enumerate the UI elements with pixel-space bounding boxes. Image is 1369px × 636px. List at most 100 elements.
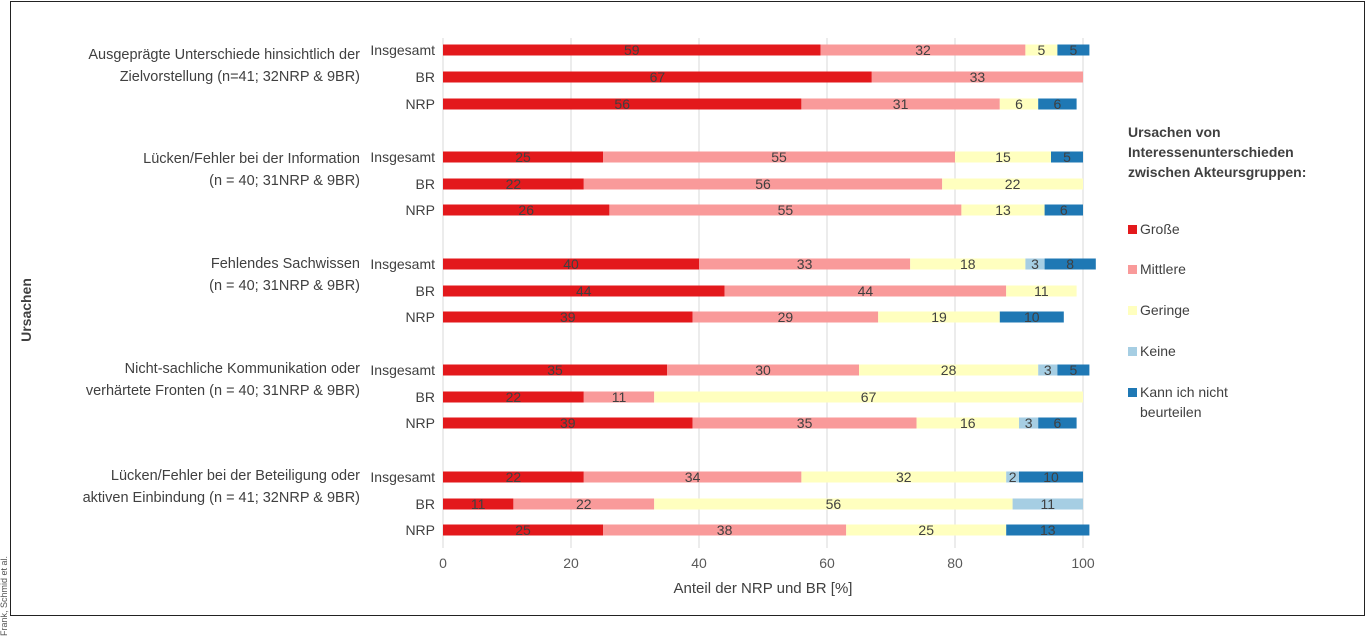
data-label: 16 bbox=[960, 415, 976, 431]
data-label: 39 bbox=[560, 309, 576, 325]
data-label: 40 bbox=[563, 256, 579, 272]
legend-swatch bbox=[1128, 265, 1137, 274]
x-axis-title: Anteil der NRP und BR [%] bbox=[674, 580, 853, 597]
bar-segment bbox=[443, 285, 725, 297]
y-axis-title: Ursachen bbox=[18, 278, 34, 342]
bar-segment bbox=[1038, 364, 1058, 376]
data-label: 10 bbox=[1043, 469, 1059, 485]
row-label: NRP bbox=[405, 202, 435, 218]
data-label: 26 bbox=[518, 202, 534, 218]
data-label: 10 bbox=[1024, 309, 1040, 325]
bar-segment bbox=[583, 178, 943, 190]
data-label: 33 bbox=[797, 256, 813, 272]
row-label: Insgesamt bbox=[370, 42, 435, 58]
data-label: 35 bbox=[547, 362, 563, 378]
row-label: BR bbox=[416, 496, 435, 512]
bar-segment bbox=[443, 44, 821, 56]
bar-segment bbox=[443, 417, 693, 429]
bar-segment bbox=[443, 71, 872, 83]
bar-segment bbox=[443, 204, 610, 216]
chart-frame bbox=[10, 1, 1365, 616]
legend-label: Keine bbox=[1140, 343, 1176, 359]
bar-segment bbox=[443, 311, 693, 323]
data-label: 59 bbox=[624, 42, 640, 58]
category-title: Lücken/Fehler bei der Beteiligung oder ak… bbox=[83, 465, 360, 509]
data-label: 8 bbox=[1066, 256, 1074, 272]
bar-segment bbox=[699, 258, 911, 270]
category-title-line: verhärtete Fronten (n = 40; 31NRP & 9BR) bbox=[85, 383, 360, 399]
bar-segment bbox=[443, 498, 514, 510]
data-label: 39 bbox=[560, 415, 576, 431]
bar-segment bbox=[999, 311, 1064, 323]
bar-segment bbox=[443, 524, 603, 536]
x-tick-label: 20 bbox=[563, 555, 579, 571]
data-label: 56 bbox=[614, 96, 630, 112]
row-label: Insgesamt bbox=[370, 149, 435, 165]
data-label: 3 bbox=[1031, 256, 1039, 272]
data-label: 56 bbox=[826, 496, 842, 512]
category-title-line: (n = 40; 31NRP & 9BR) bbox=[209, 278, 360, 294]
bar-segment bbox=[513, 498, 655, 510]
bar-segment bbox=[443, 471, 584, 483]
data-label: 33 bbox=[970, 69, 986, 85]
bar-segment bbox=[1025, 44, 1058, 56]
category-title: Fehlendes Sachwissen (n = 40; 31NRP & 9BR… bbox=[209, 253, 360, 297]
data-label: 5 bbox=[1070, 362, 1078, 378]
data-label: 6 bbox=[1015, 96, 1023, 112]
x-tick-label: 0 bbox=[439, 555, 447, 571]
category-title-line: Lücken/Fehler bei der Information bbox=[143, 151, 360, 167]
data-label: 6 bbox=[1054, 96, 1062, 112]
legend-label: Geringe bbox=[1140, 302, 1190, 318]
data-label: 32 bbox=[896, 469, 912, 485]
category-title: Nicht-sachliche Kommunikation oder verhär… bbox=[86, 358, 360, 402]
data-label: 15 bbox=[995, 149, 1011, 165]
bar-segment bbox=[846, 524, 1007, 536]
bar-segment bbox=[609, 204, 962, 216]
category-title-line: (n = 40; 31NRP & 9BR) bbox=[209, 173, 360, 189]
x-tick-label: 80 bbox=[947, 555, 963, 571]
data-label: 11 bbox=[471, 496, 486, 512]
category-title-line: Nicht-sachliche Kommunikation oder bbox=[124, 361, 360, 377]
data-label: 30 bbox=[755, 362, 771, 378]
bar-segment bbox=[603, 524, 847, 536]
row-label: Insgesamt bbox=[370, 469, 435, 485]
bar-segment bbox=[871, 71, 1083, 83]
bar-segment bbox=[1057, 364, 1090, 376]
bar-segment bbox=[961, 204, 1045, 216]
row-label: NRP bbox=[405, 309, 435, 325]
bar-segment bbox=[1006, 471, 1019, 483]
bar-segment bbox=[859, 364, 1039, 376]
data-label: 22 bbox=[506, 469, 522, 485]
legend-swatch bbox=[1128, 388, 1137, 397]
data-label: 31 bbox=[893, 96, 909, 112]
data-label: 13 bbox=[995, 202, 1011, 218]
category-title-line: Ausgeprägte Unterschiede hinsichtlich de… bbox=[88, 47, 360, 63]
bar-segment bbox=[878, 311, 1000, 323]
bar-segment bbox=[942, 178, 1083, 190]
row-label: NRP bbox=[405, 96, 435, 112]
data-label: 67 bbox=[650, 69, 666, 85]
bar-segment bbox=[692, 311, 879, 323]
legend-label: Mittlere bbox=[1140, 261, 1186, 277]
bar-segment bbox=[692, 417, 917, 429]
bar-segment bbox=[1006, 524, 1090, 536]
data-label: 11 bbox=[1041, 496, 1056, 512]
data-label: 18 bbox=[960, 256, 976, 272]
category-title: Ausgeprägte Unterschiede hinsichtlich de… bbox=[88, 44, 360, 88]
data-label: 11 bbox=[612, 389, 627, 405]
data-label: 56 bbox=[755, 176, 771, 192]
data-label: 25 bbox=[515, 522, 531, 538]
data-label: 28 bbox=[941, 362, 957, 378]
category-title-line: Zielvorstellung (n=41; 32NRP & 9BR) bbox=[119, 69, 360, 85]
category-title: Lücken/Fehler bei der Information (n = 40… bbox=[143, 148, 360, 192]
legend-item: Keine bbox=[1128, 341, 1176, 361]
row-label: BR bbox=[416, 69, 435, 85]
legend-label: Kann ich nicht beurteilen bbox=[1140, 384, 1228, 420]
bar-segment bbox=[1051, 151, 1083, 163]
bar-segment bbox=[443, 258, 699, 270]
data-label: 38 bbox=[717, 522, 733, 538]
data-label: 44 bbox=[576, 283, 592, 299]
legend-label: Große bbox=[1140, 221, 1180, 237]
row-label: BR bbox=[416, 176, 435, 192]
bar-segment bbox=[1044, 258, 1096, 270]
